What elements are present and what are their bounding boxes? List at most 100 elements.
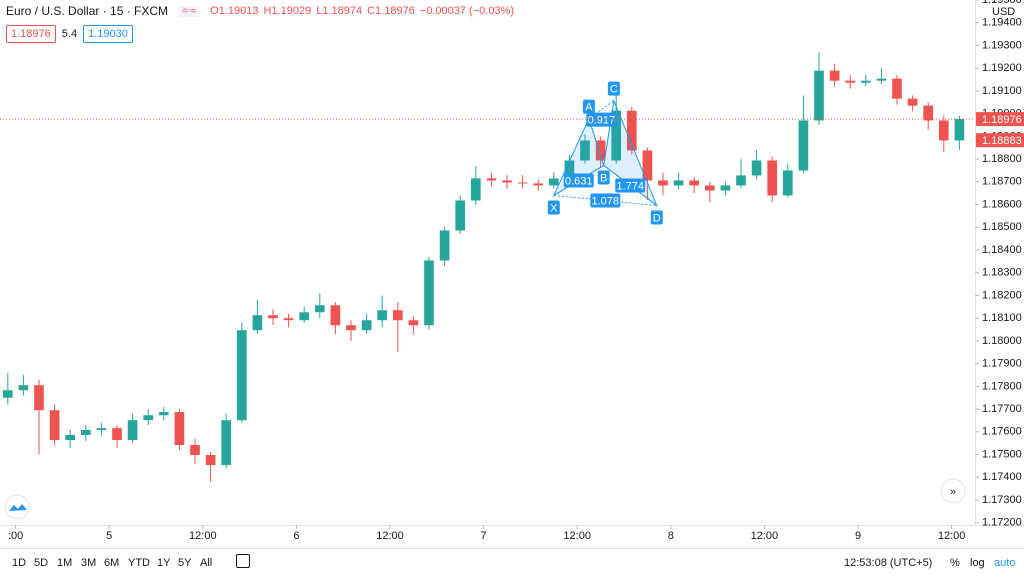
bid-ask: 1.18976 5.4 1.19030 [6,25,133,43]
candle-body [236,330,247,421]
x-tick-label: 12:00 [751,530,779,542]
candle-body [143,415,154,421]
candle-body [392,310,403,321]
y-tick-label: 1.17200 [982,517,1022,529]
y-tick-label: 1.19300 [982,39,1022,51]
pattern-ratio-box [590,193,621,208]
date-range-icon[interactable] [236,554,250,568]
range-button[interactable]: 1M [57,557,73,569]
candle-body [314,305,325,313]
y-tick-label: 1.18500 [982,221,1022,233]
x-tick-label: 12:00 [563,530,591,542]
price-label: 1.18883 [982,135,1022,147]
candle-body [829,70,840,81]
candle-body [2,390,13,398]
candle-body [704,185,715,191]
candle-body [439,230,450,261]
chart: USD » 1.17200 1.17300 1.17400 1.17500 1.1760… [0,0,1024,542]
candle-body [268,315,278,319]
change: −0.00037 (−0.03%) [419,5,514,17]
candle-body [892,78,902,99]
pattern-ratio-box [615,178,646,193]
pattern-point-box [597,170,610,185]
x-tick-label: 8 [668,530,674,542]
low: L1.18974 [316,5,363,17]
scroll-icon: » [950,486,956,498]
pattern-point: C [610,84,618,96]
range-button[interactable]: YTD [128,557,150,569]
y-tick-label: 1.18400 [982,244,1022,256]
auto-button[interactable]: auto [994,557,1016,569]
candle-body [205,455,216,465]
high: H1.19029 [263,5,312,17]
x-tick-label: 12:00 [376,530,404,542]
y-tick-label: 1.18000 [982,335,1022,347]
candle-body [923,105,934,121]
close: C1.18976 [367,5,415,17]
percent-button[interactable]: % [950,557,960,569]
y-tick-label: 1.17800 [982,380,1022,392]
x-tick-label: 9 [855,530,861,542]
range-button[interactable]: 3M [81,557,97,569]
candle-body [361,320,372,331]
y-tick-label: 1.17600 [982,426,1022,438]
candle-body [80,430,91,435]
plot [2,52,965,482]
pattern-ratio: 1.078 [592,195,620,207]
candle-body [626,110,637,151]
candle-body [190,445,200,455]
candle-body [580,140,590,161]
scroll-button[interactable] [940,478,966,504]
candle-body [876,78,887,81]
candle-body [845,80,856,83]
pattern-point: A [585,102,593,114]
candle-body [34,385,44,411]
candle-body [174,412,185,445]
candle-body [564,160,575,179]
bottom-toolbar: 1D 5D 1M 3M 6M YTD 1Y 5Y All 12:53:08 (U… [0,548,1024,577]
currency-label: USD [992,6,1015,18]
bid[interactable]: 1.18976 [6,25,56,43]
range-button[interactable]: 5D [34,557,49,569]
y-tick-label: 1.18700 [982,176,1022,188]
range-button[interactable]: 6M [104,557,120,569]
y-tick-label: 1.17500 [982,448,1022,460]
logo[interactable] [4,494,30,520]
y-tick-label: 1.17300 [982,494,1022,506]
x-tick-label: 12:00 [938,530,966,542]
candle-body [611,110,622,161]
range-button[interactable]: All [200,557,213,569]
candle-body [221,420,232,465]
candle-body [689,180,700,186]
log-button[interactable]: log [970,557,985,569]
logo-icon [9,504,27,511]
pattern-ratio: 1.774 [616,180,644,192]
clock: 12:53:08 (UTC+5) [844,557,933,569]
legend: Euro / U.S. Dollar · 15 · FXCM = ≈ O1.19… [6,4,514,18]
range-button[interactable]: 5Y [178,557,192,569]
open: O1.19013 [210,5,259,17]
candle-body [642,150,653,181]
pattern-point: D [653,212,661,224]
y-tick-label: 1.18300 [982,267,1022,279]
candle-body [548,178,559,186]
price-label-box [976,133,1024,148]
candle-body [595,140,606,161]
ask[interactable]: 1.19030 [83,25,133,43]
pattern-ratio-box [586,112,617,127]
candle-body [112,428,122,440]
y-tick-label: 1.19400 [982,17,1022,29]
candle-body [502,180,512,183]
range-button[interactable]: 1Y [157,557,171,569]
pattern-point-box [650,210,663,225]
candle-body [533,183,544,186]
x-tick-label: 5 [106,530,112,542]
candle-body [283,318,294,321]
status-icon[interactable]: = ≈ [178,5,201,17]
y-tick-label: 1.18800 [982,153,1022,165]
range-button[interactable]: 1D [12,557,27,569]
pattern-dotted [553,194,657,206]
candle-body [782,170,793,196]
pattern-point-box [607,81,620,96]
candle-body [470,178,481,201]
